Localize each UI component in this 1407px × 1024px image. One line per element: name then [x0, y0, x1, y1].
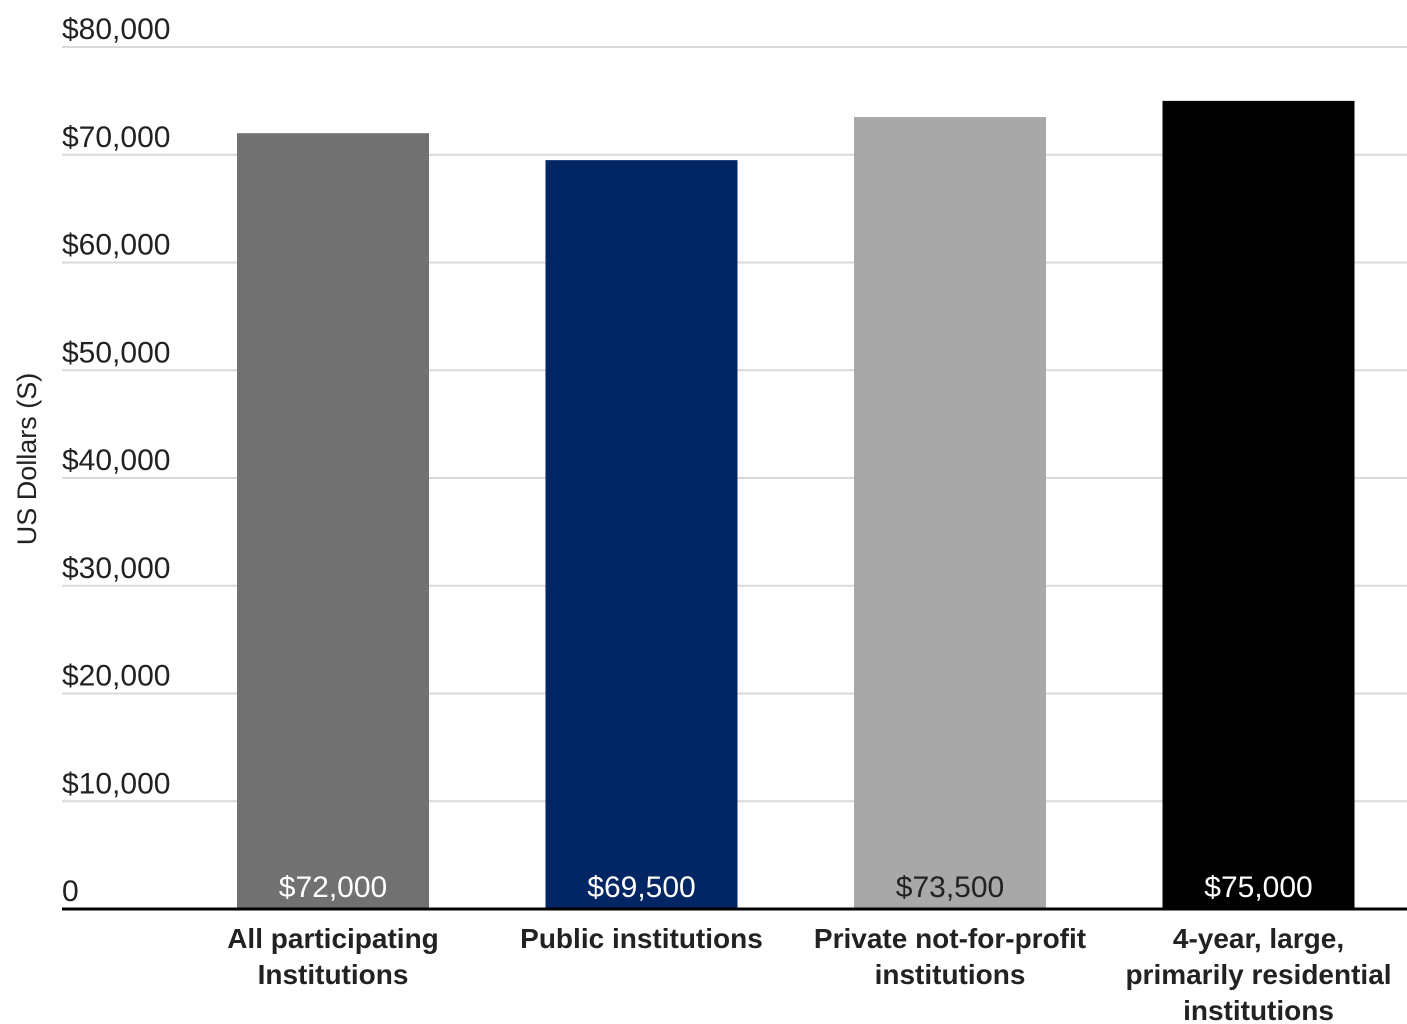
x-tick-label: institutions	[875, 959, 1026, 990]
y-tick-label: $50,000	[62, 336, 170, 369]
data-label: $69,500	[587, 871, 695, 904]
data-label: $72,000	[279, 871, 387, 904]
bar	[1162, 100, 1355, 909]
y-tick-label: $60,000	[62, 229, 170, 262]
bars	[237, 100, 1355, 910]
x-tick-label: institutions	[1183, 995, 1334, 1024]
data-labels: $72,000 $69,500 $73,500 $75,000	[279, 871, 1313, 904]
data-label: $73,500	[896, 871, 1004, 904]
y-tick-label: 0	[62, 875, 79, 908]
x-tick-labels: All participating Institutions Public inst…	[227, 923, 1391, 1024]
x-tick-label: primarily residential	[1125, 959, 1391, 990]
y-tick-label: $80,000	[62, 13, 170, 46]
x-tick-label: All participating	[227, 923, 439, 954]
y-tick-label: $20,000	[62, 660, 170, 693]
y-tick-labels: 0 $10,000 $20,000 $30,000 $40,000 $50,000 $60,…	[62, 13, 170, 908]
x-tick-label: Private not-for-profit	[814, 923, 1086, 954]
y-axis-title: US Dollars (S)	[12, 373, 42, 546]
x-tick-label: Public institutions	[520, 923, 763, 954]
y-tick-label: $40,000	[62, 444, 170, 477]
bar	[237, 133, 429, 909]
y-tick-label: $70,000	[62, 121, 170, 154]
bar	[545, 160, 738, 909]
x-tick-label: Institutions	[258, 959, 409, 990]
bar	[854, 117, 1046, 910]
y-tick-label: $30,000	[62, 552, 170, 585]
data-label: $75,000	[1204, 871, 1312, 904]
y-tick-label: $10,000	[62, 767, 170, 800]
x-tick-label: 4-year, large,	[1173, 923, 1344, 954]
